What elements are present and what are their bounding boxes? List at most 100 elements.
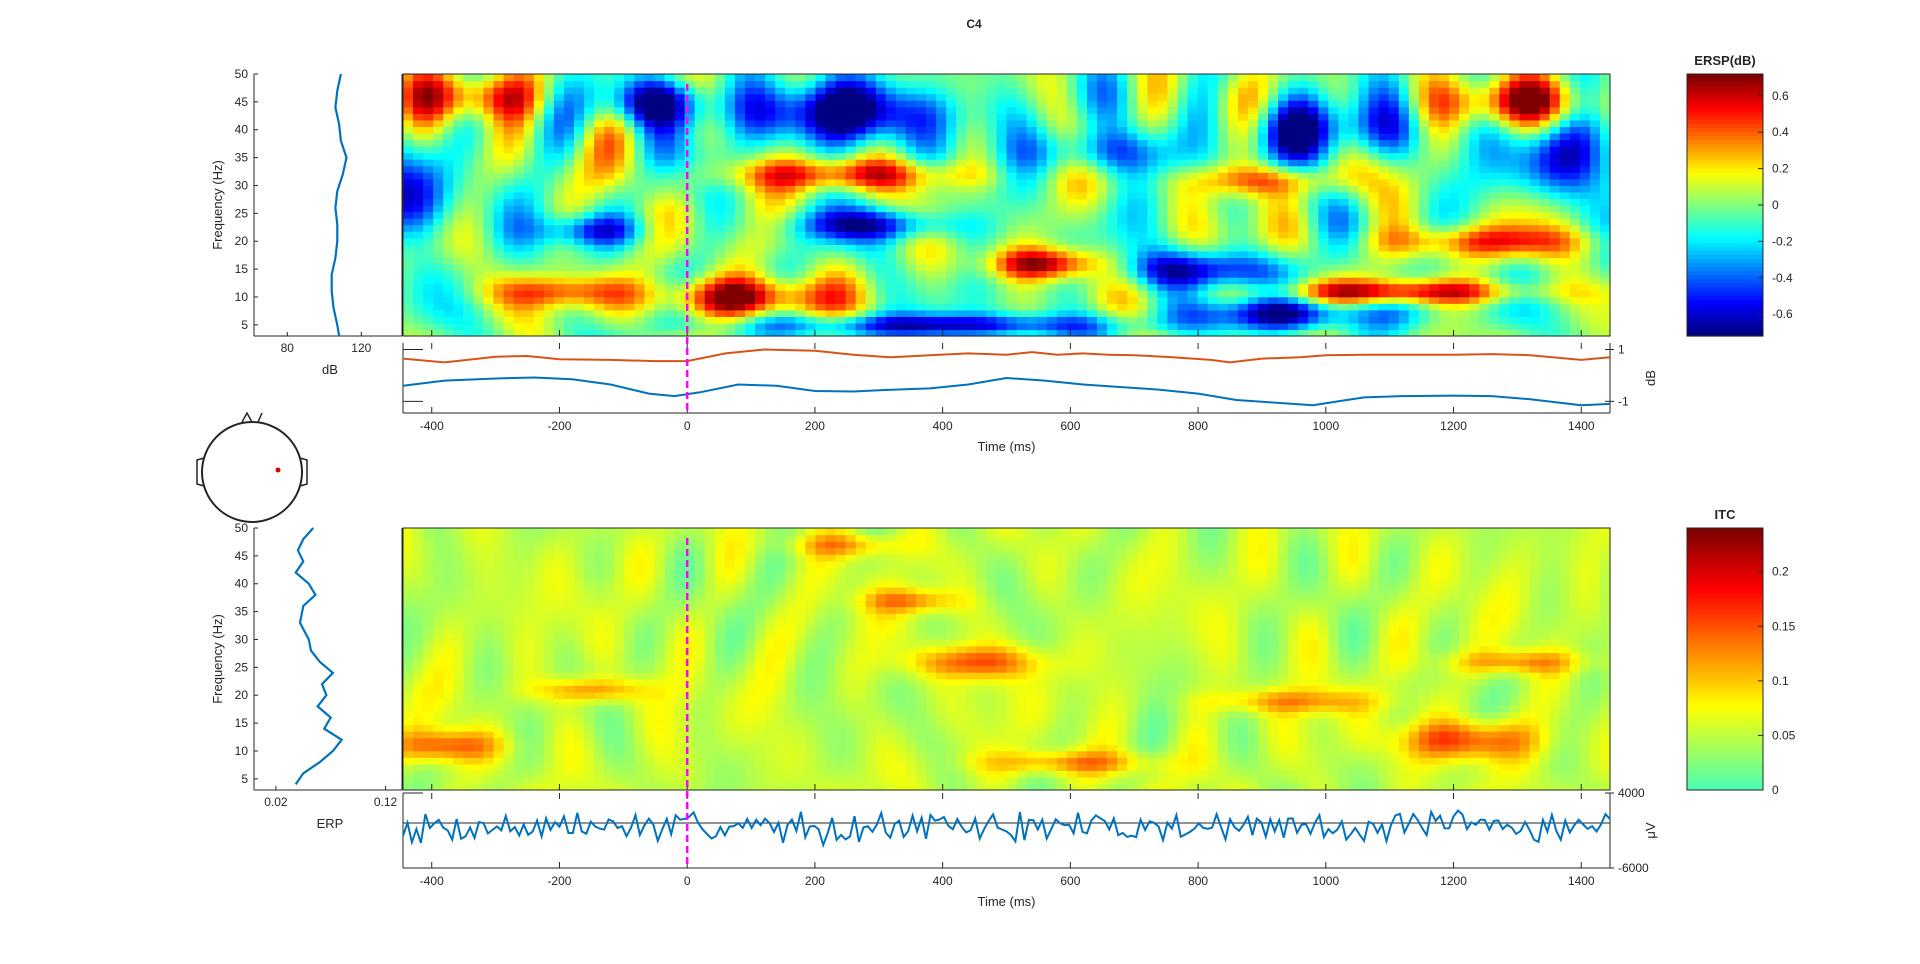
ersp-heatmap-cell xyxy=(1308,113,1319,121)
ersp-heatmap-cell xyxy=(443,74,454,82)
ersp-heatmap-cell xyxy=(1579,277,1591,285)
ersp-heatmap-cell xyxy=(644,172,656,180)
ersp-heatmap-cell xyxy=(1479,283,1490,291)
ersp-heatmap-cell xyxy=(1026,237,1038,245)
ersp-heatmap-cell xyxy=(1197,257,1209,265)
ersp-heatmap-cell xyxy=(1579,270,1591,278)
ersp-heatmap-cell xyxy=(1107,218,1118,226)
ersp-heatmap-cell xyxy=(905,290,917,298)
ersp-heatmap-cell xyxy=(463,218,475,226)
ersp-heatmap-cell xyxy=(503,329,515,337)
ersp-heatmap-cell xyxy=(1278,205,1289,213)
ersp-heatmap-cell xyxy=(825,191,837,200)
ersp-heatmap-cell xyxy=(956,218,967,226)
ersp-heatmap-cell xyxy=(1308,172,1319,180)
ersp-heatmap-cell xyxy=(553,87,565,95)
ersp-y-tick-label: 40 xyxy=(235,123,249,137)
ersp-heatmap-cell xyxy=(1016,146,1028,154)
ersp-heatmap-cell xyxy=(1439,237,1450,245)
ersp-heatmap-cell xyxy=(805,93,816,101)
ersp-heatmap-cell xyxy=(433,211,444,219)
ersp-heatmap-cell xyxy=(1599,80,1611,88)
ersp-heatmap-cell xyxy=(594,152,605,160)
ersp-heatmap-cell xyxy=(1499,113,1511,121)
ersp-heatmap-cell xyxy=(996,178,1008,186)
ersp-heatmap-cell xyxy=(936,257,947,265)
ersp-heatmap-cell xyxy=(1559,244,1571,252)
ersp-heatmap-cell xyxy=(805,191,816,200)
ersp-heatmap-cell xyxy=(1559,270,1571,278)
ersp-heatmap-cell xyxy=(885,172,897,180)
ersp-heatmap-cell xyxy=(785,178,796,186)
ersp-heatmap-cell xyxy=(1137,152,1148,160)
ersp-heatmap-cell xyxy=(1428,211,1440,219)
ersp-heatmap-cell xyxy=(1378,283,1390,291)
ersp-x-tick-label: 0 xyxy=(684,419,691,433)
ersp-heatmap-cell xyxy=(1408,290,1420,298)
ersp-heatmap-cell xyxy=(1509,185,1521,193)
ersp-heatmap-cell xyxy=(1388,139,1400,147)
ersp-heatmap-cell xyxy=(1056,224,1068,232)
ersp-heatmap-cell xyxy=(855,100,867,108)
ersp-heatmap-cell xyxy=(1257,113,1269,121)
ersp-heatmap-cell xyxy=(614,172,625,180)
ersp-heatmap-cell xyxy=(1207,146,1219,154)
ersp-heatmap-cell xyxy=(1308,283,1319,291)
ersp-heatmap-cell xyxy=(1489,244,1500,252)
ersp-heatmap-cell xyxy=(775,191,786,200)
ersp-heatmap-cell xyxy=(403,237,414,245)
ersp-heatmap-cell xyxy=(1006,172,1018,180)
ersp-heatmap-cell xyxy=(1569,146,1581,154)
ersp-heatmap-cell xyxy=(1036,93,1048,101)
ersp-heatmap-cell xyxy=(855,309,867,317)
ersp-heatmap-cell xyxy=(1338,211,1350,219)
ersp-heatmap-cell xyxy=(594,87,605,95)
ersp-heatmap-cell xyxy=(1418,309,1430,317)
ersp-plot-frame xyxy=(402,73,1611,337)
ersp-heatmap-cell xyxy=(1439,250,1450,258)
ersp-heatmap-cell xyxy=(1016,74,1028,82)
ersp-heatmap-cell xyxy=(1358,224,1370,232)
ersp-heatmap-cell xyxy=(1388,316,1400,324)
ersp-heatmap-cell xyxy=(533,277,545,285)
ersp-heatmap-cell xyxy=(724,283,736,291)
ersp-heatmap-cell xyxy=(1358,303,1370,311)
ersp-heatmap-cell xyxy=(956,205,967,213)
ersp-heatmap-cell xyxy=(1549,126,1561,134)
ersp-heatmap-cell xyxy=(453,205,464,213)
ersp-heatmap-cell xyxy=(694,309,706,317)
ersp-heatmap-cell xyxy=(1137,263,1148,272)
ersp-heatmap-cell xyxy=(674,132,686,141)
ersp-heatmap-cell xyxy=(865,244,877,252)
ersp-heatmap-cell xyxy=(1348,185,1360,193)
ersp-heatmap-cell xyxy=(604,87,615,95)
ersp-heatmap-cell xyxy=(1177,146,1189,154)
ersp-heatmap-cell xyxy=(443,198,454,206)
ersp-heatmap-cell xyxy=(1016,237,1028,245)
ersp-heatmap-cell xyxy=(946,277,957,285)
ersp-heatmap-cell xyxy=(835,146,847,154)
ersp-heatmap-cell xyxy=(553,126,565,134)
ersp-heatmap-cell xyxy=(1137,257,1148,265)
ersp-heatmap-cell xyxy=(604,205,615,213)
ersp-heatmap-cell xyxy=(1378,74,1390,82)
ersp-heatmap-cell xyxy=(1428,178,1440,186)
ersp-heatmap-cell xyxy=(895,165,907,173)
ersp-heatmap-cell xyxy=(1398,263,1410,272)
ersp-heatmap-cell xyxy=(1509,146,1521,154)
ersp-heatmap-cell xyxy=(1237,139,1249,147)
ersp-heatmap-cell xyxy=(1157,211,1169,219)
ersp-heatmap-cell xyxy=(1076,152,1088,160)
ersp-heatmap-cell xyxy=(403,263,414,272)
ersp-heatmap-cell xyxy=(1147,152,1158,160)
ersp-heatmap-cell xyxy=(1217,126,1229,134)
ersp-heatmap-cell xyxy=(654,198,666,206)
ersp-heatmap-cell xyxy=(996,277,1008,285)
ersp-heatmap-cell xyxy=(1549,152,1561,160)
ersp-heatmap-cell xyxy=(714,263,726,272)
ersp-heatmap-cell xyxy=(1016,250,1028,258)
ersp-heatmap-cell xyxy=(1006,283,1018,291)
ersp-heatmap-cell xyxy=(885,126,897,134)
ersp-heatmap-cell xyxy=(775,119,786,127)
ersp-heatmap-cell xyxy=(1298,159,1309,167)
